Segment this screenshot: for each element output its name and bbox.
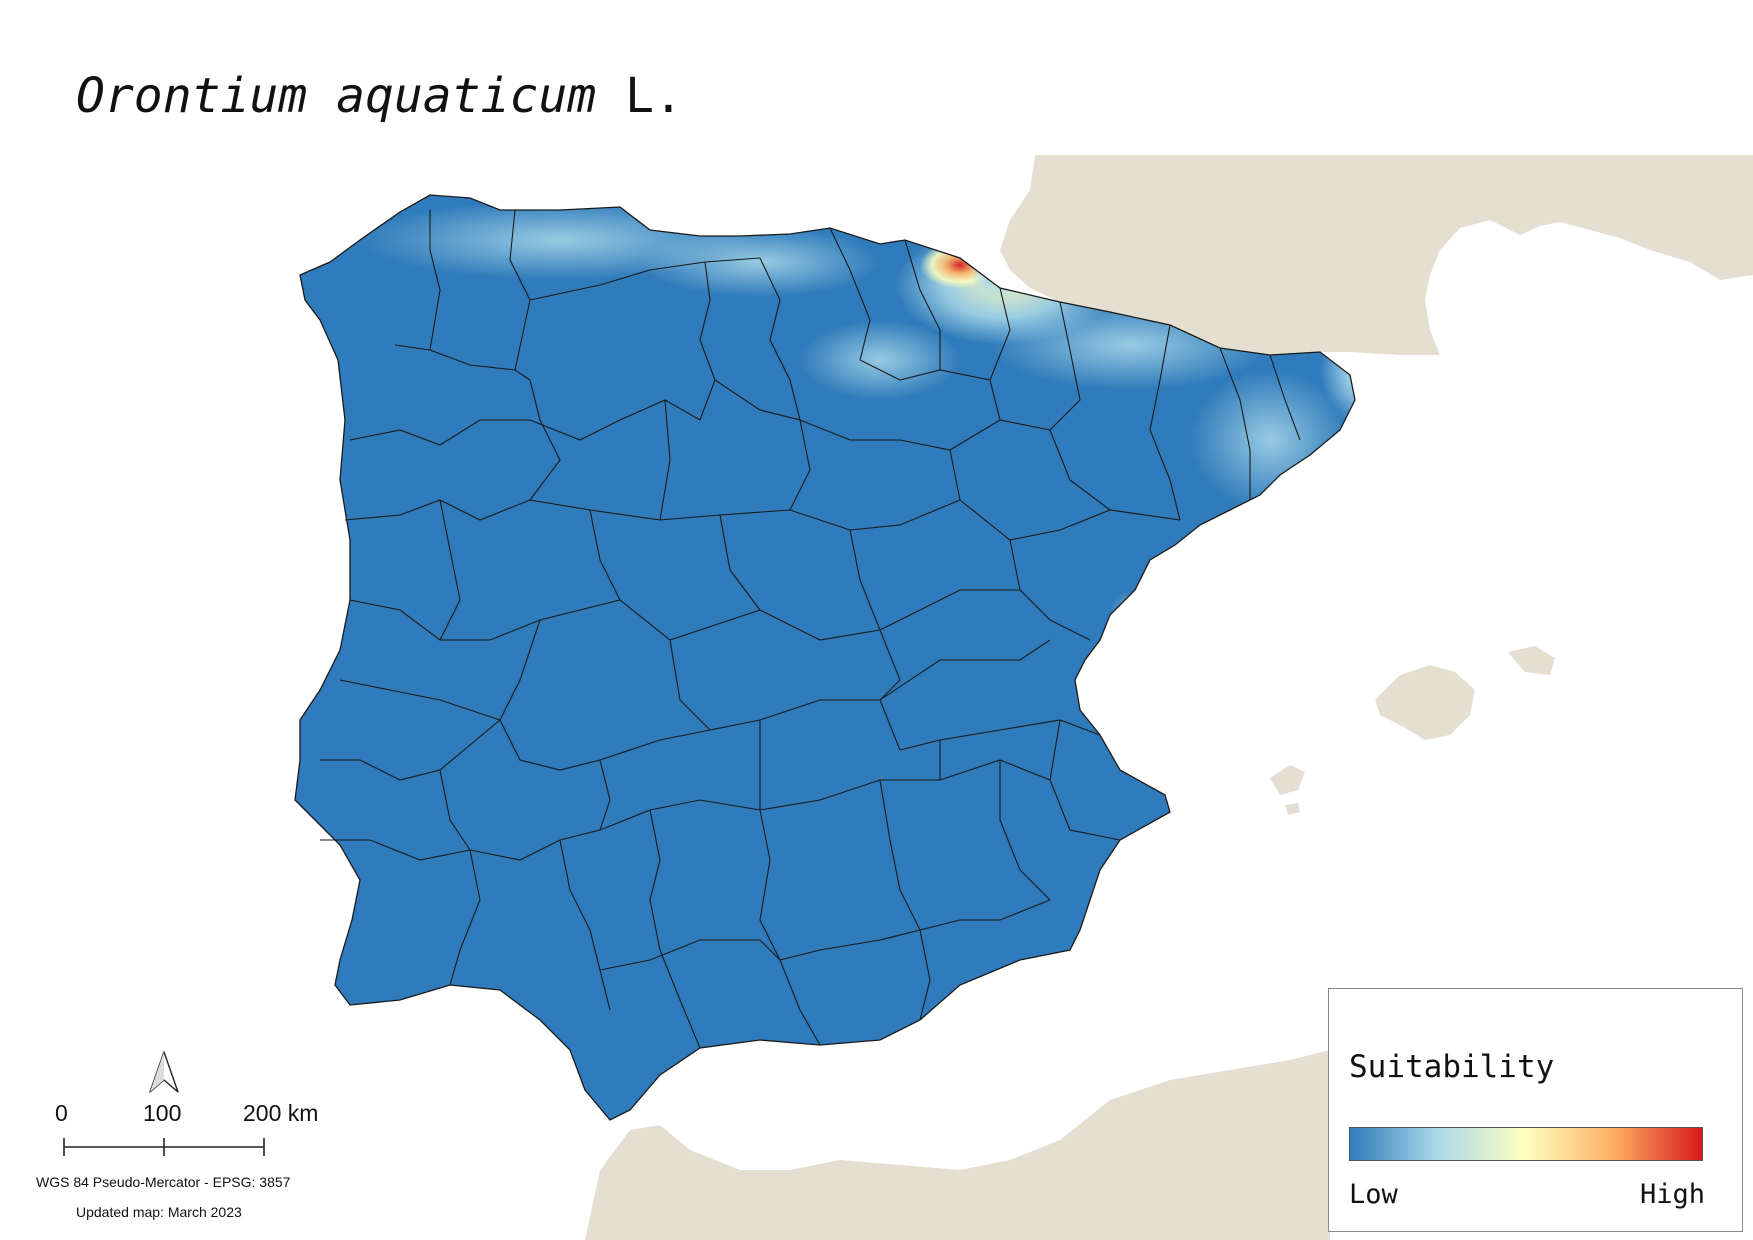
scale-label-200: 200 km (243, 1100, 319, 1126)
species-author: L. (625, 68, 683, 124)
map-title: Orontium aquaticum L. (76, 68, 683, 124)
menorca-island (1508, 646, 1555, 675)
mallorca-island (1375, 665, 1475, 740)
scale-bar-line (63, 1138, 265, 1156)
legend-low-label: Low (1349, 1179, 1398, 1210)
africa-landmass (585, 1050, 1330, 1240)
province-borders (320, 209, 1301, 1049)
iberia-coastline (294, 194, 1356, 1121)
north-arrow-icon (149, 1051, 179, 1093)
species-name: Orontium aquaticum (76, 68, 597, 124)
legend-color-ramp (1349, 1127, 1703, 1161)
formentera-island (1285, 803, 1300, 815)
legend-title: Suitability (1349, 1049, 1555, 1085)
legend-high-label: High (1640, 1179, 1706, 1210)
legend-box: Suitability Low High (1328, 988, 1743, 1232)
updated-label: Updated map: March 2023 (76, 1204, 242, 1220)
scale-label-0: 0 (55, 1100, 68, 1126)
crs-label: WGS 84 Pseudo-Mercator - EPSG: 3857 (36, 1174, 291, 1190)
scale-label-100: 100 (143, 1100, 182, 1126)
scale-bar: 0 100 200 km (40, 1040, 340, 1160)
ibiza-island (1270, 765, 1305, 795)
france-landmass (1000, 155, 1753, 355)
